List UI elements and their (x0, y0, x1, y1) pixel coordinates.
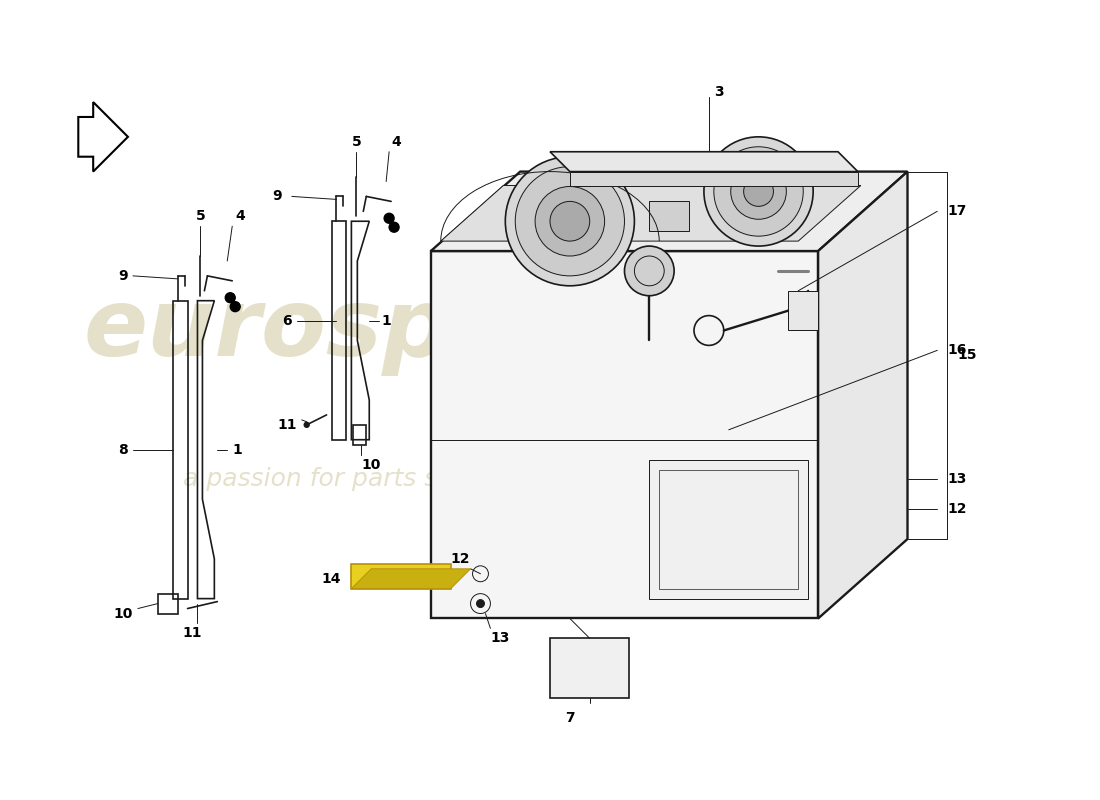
Circle shape (230, 302, 240, 312)
Text: 13: 13 (491, 631, 510, 646)
Circle shape (744, 177, 773, 206)
Text: 17: 17 (947, 204, 967, 218)
Polygon shape (351, 569, 471, 589)
Text: 14: 14 (322, 572, 341, 586)
Text: 7: 7 (565, 710, 574, 725)
Text: 10: 10 (113, 606, 133, 621)
Circle shape (389, 222, 399, 232)
Text: 11: 11 (183, 626, 202, 640)
Text: 3: 3 (714, 85, 724, 99)
Text: 5: 5 (196, 210, 206, 223)
Circle shape (305, 422, 309, 427)
Polygon shape (649, 459, 808, 598)
Text: 9: 9 (118, 269, 128, 283)
Polygon shape (431, 251, 818, 618)
Text: 9: 9 (272, 190, 282, 203)
Circle shape (730, 164, 786, 219)
Text: 6: 6 (282, 314, 292, 327)
Text: 15: 15 (957, 348, 977, 362)
Polygon shape (441, 186, 861, 241)
Circle shape (714, 146, 803, 236)
Polygon shape (570, 171, 858, 186)
Polygon shape (351, 564, 451, 589)
Circle shape (226, 293, 235, 302)
Text: 12: 12 (947, 502, 967, 516)
Text: 4: 4 (392, 135, 402, 149)
Polygon shape (818, 171, 907, 618)
Text: 12: 12 (451, 552, 471, 566)
Circle shape (535, 186, 605, 256)
Circle shape (505, 157, 635, 286)
Text: 5: 5 (352, 135, 361, 149)
Text: 1: 1 (232, 442, 242, 457)
Text: 11: 11 (277, 418, 297, 432)
Text: 13: 13 (947, 473, 967, 486)
Polygon shape (649, 202, 689, 231)
Circle shape (476, 600, 484, 607)
Text: eurospa: eurospa (84, 285, 514, 377)
Text: 1: 1 (382, 314, 390, 327)
Text: 10: 10 (362, 458, 381, 471)
Polygon shape (550, 152, 858, 171)
Polygon shape (789, 290, 818, 330)
Circle shape (515, 166, 625, 276)
Text: 16: 16 (947, 343, 967, 358)
Text: 4: 4 (235, 210, 245, 223)
Polygon shape (431, 171, 908, 251)
Text: 8: 8 (118, 442, 128, 457)
Circle shape (550, 202, 590, 241)
Text: a passion for parts since 1985: a passion for parts since 1985 (183, 467, 560, 491)
Circle shape (704, 137, 813, 246)
Circle shape (384, 214, 394, 223)
Polygon shape (550, 638, 629, 698)
Circle shape (625, 246, 674, 296)
